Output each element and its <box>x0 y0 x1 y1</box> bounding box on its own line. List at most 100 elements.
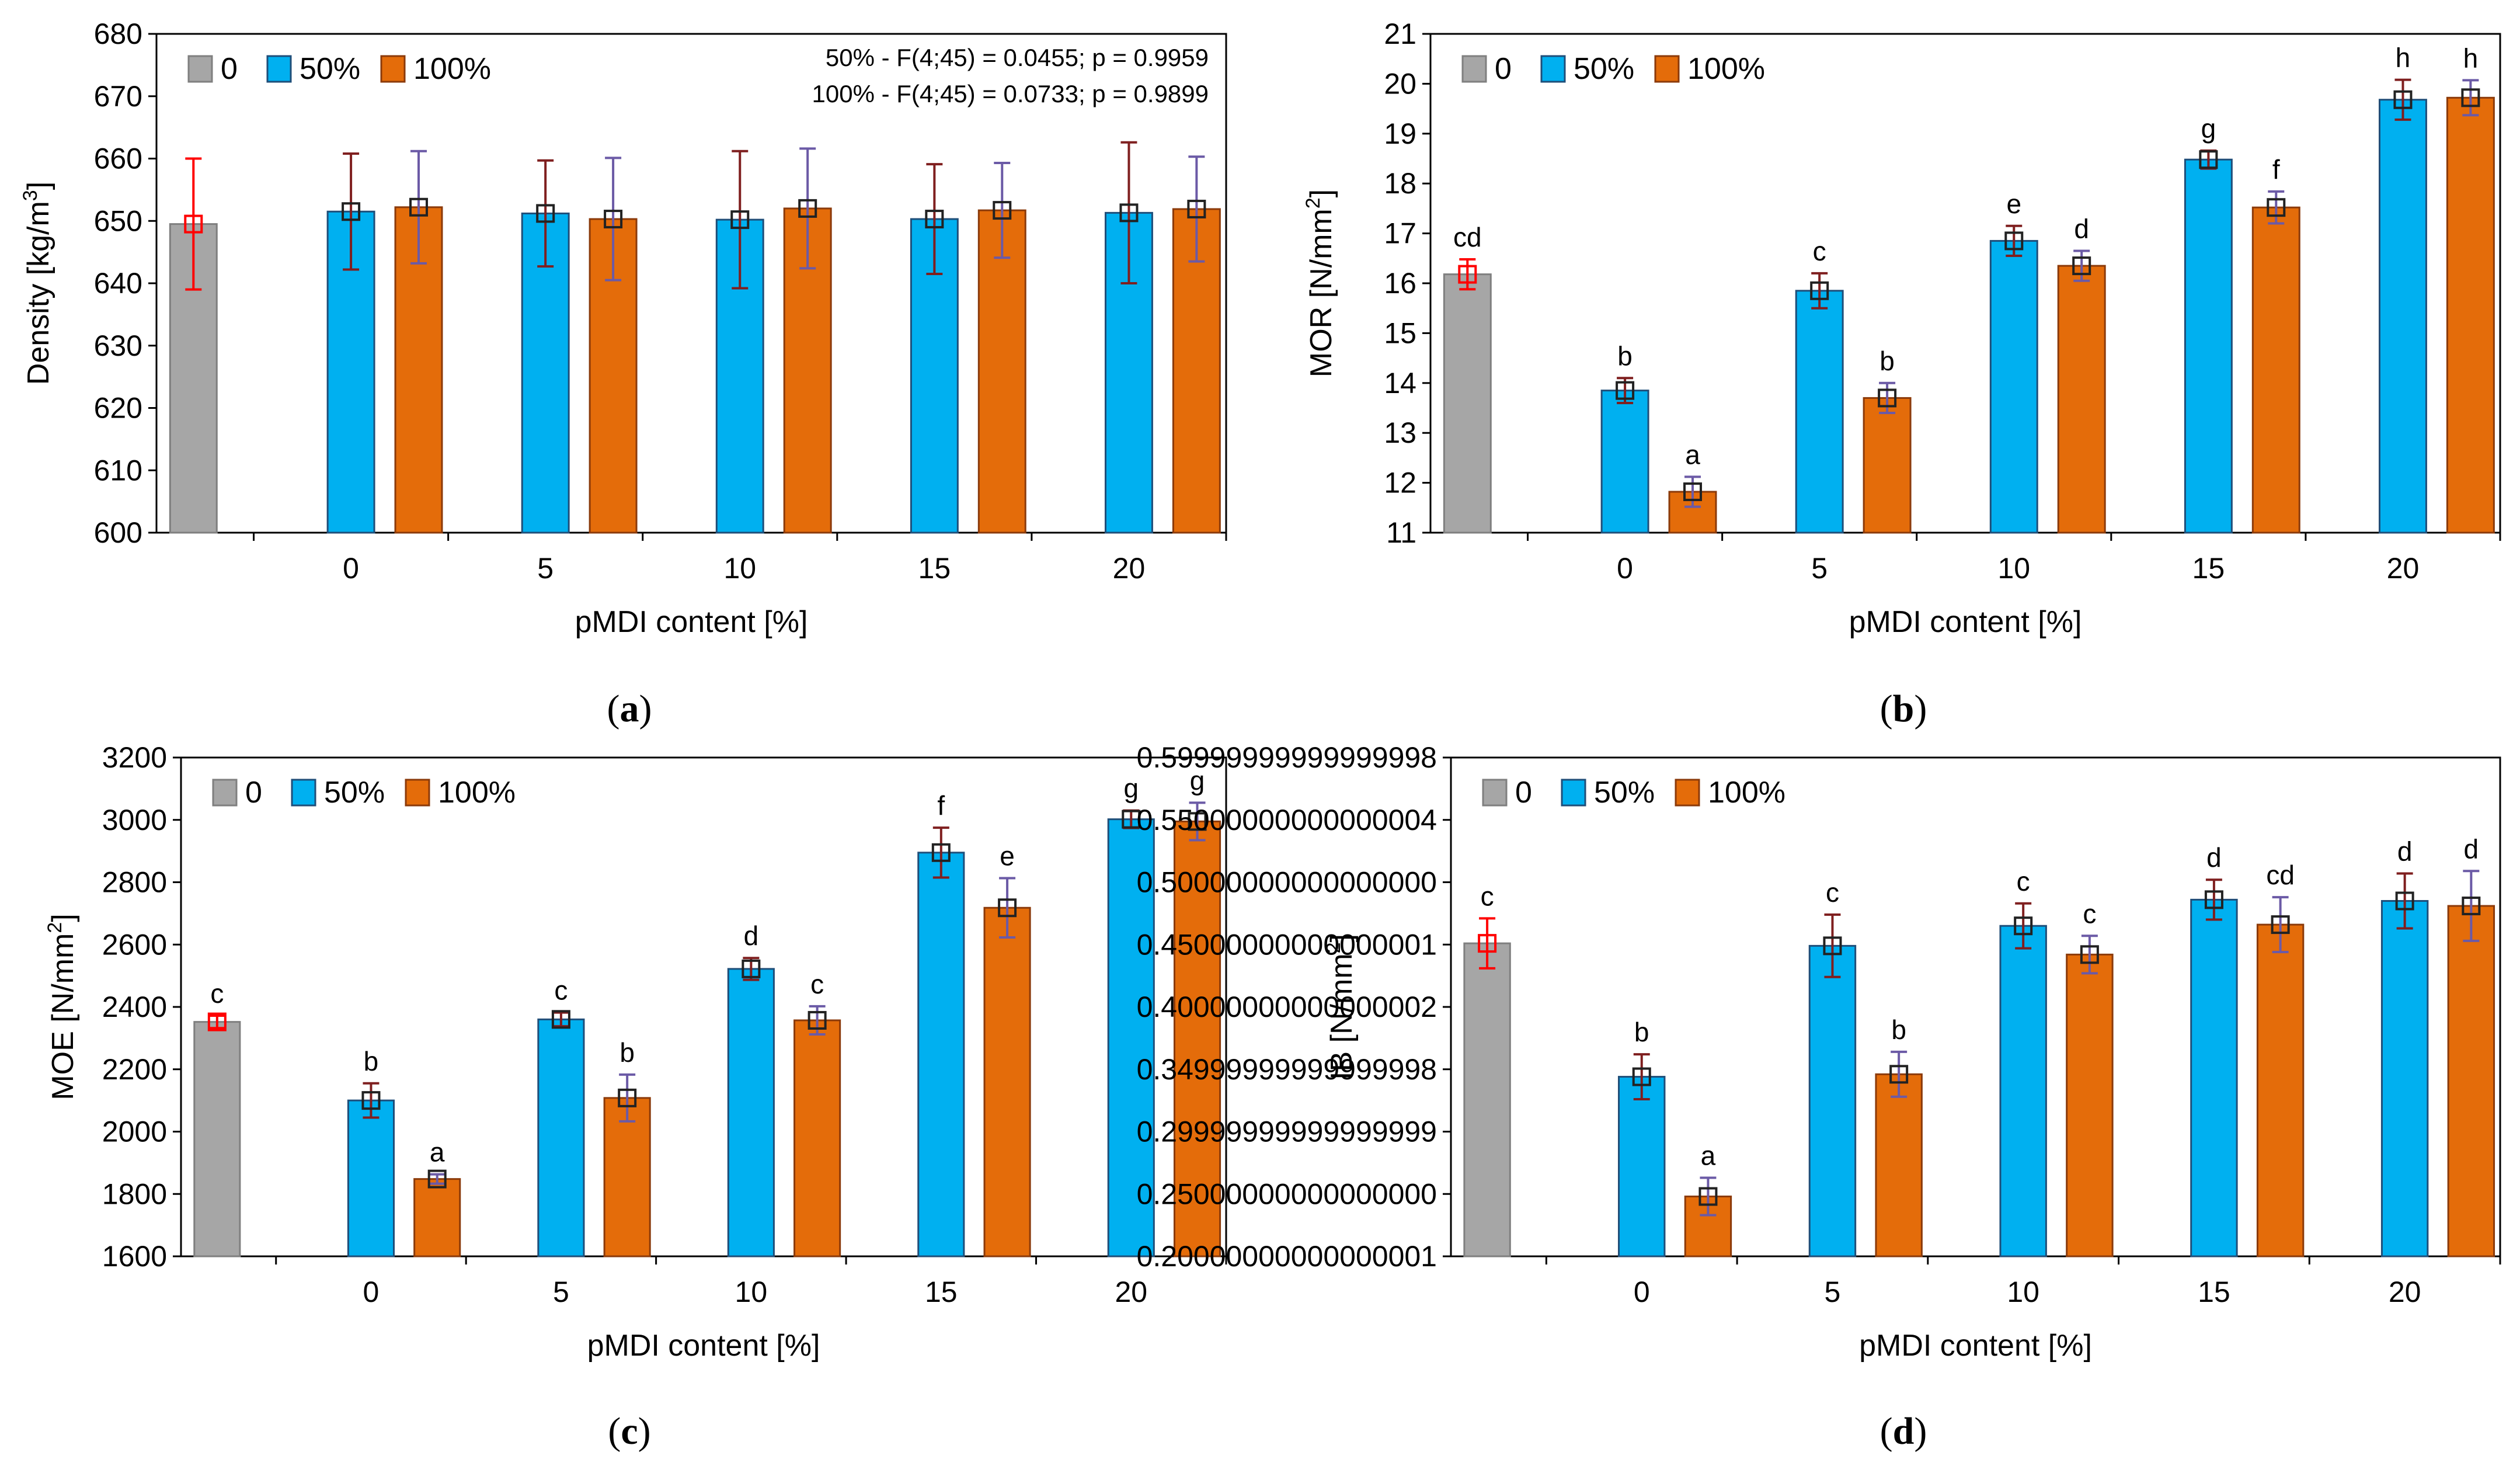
series-50-cat-0-bar <box>347 1099 395 1257</box>
control-significance-label: c <box>1481 881 1494 911</box>
y-axis-label-main: MOR [N/mm <box>1304 209 1338 377</box>
panel-caption: (a) <box>607 687 652 730</box>
y-tick-label: 2000 <box>102 1116 167 1148</box>
x-tick-label: 15 <box>925 1276 958 1308</box>
series-50-cat-0-significance-label: b <box>1634 1017 1649 1047</box>
series-100-cat-20-bar <box>2446 96 2495 534</box>
legend-label-0: 0 <box>245 776 262 810</box>
series-100-cat-15-mean-marker <box>998 898 1017 918</box>
y-axis-label-main: Density [kg/m <box>22 201 55 385</box>
series-100-cat-10-bar <box>2066 953 2114 1257</box>
series-50-cat-5-significance-label: c <box>554 975 568 1006</box>
caption-letter: b <box>1893 687 1915 730</box>
legend-swatch-1 <box>266 55 292 83</box>
caption-close: ) <box>1914 1410 1927 1453</box>
caption-letter: c <box>621 1410 638 1453</box>
x-tick-label: 20 <box>2387 552 2420 585</box>
legend-swatch-2 <box>380 55 406 83</box>
series-50-cat-15-bar <box>2184 158 2233 534</box>
series-50-cat-15-mean-marker <box>2199 150 2218 169</box>
series-100-cat-0-mean-marker <box>427 1169 447 1189</box>
series-50-cat-10-significance-label: d <box>744 920 759 951</box>
legend-label-2: 100% <box>413 52 491 86</box>
y-tick-label: 0.25000000000000000 <box>1137 1177 1437 1210</box>
x-tick-label: 5 <box>553 1276 569 1308</box>
control-bar <box>193 1021 241 1257</box>
series-100-cat-0-significance-label: a <box>430 1137 445 1168</box>
series-50-cat-15-bar <box>917 852 965 1257</box>
x-tick-label: 10 <box>2007 1276 2039 1308</box>
y-tick-label: 0.29999999999999999 <box>1137 1116 1437 1148</box>
control-mean-marker <box>1458 265 1477 284</box>
x-tick-label: 15 <box>918 552 951 585</box>
series-50-cat-10-mean-marker <box>2004 231 2024 251</box>
series-100-cat-10-mean-marker <box>798 199 817 218</box>
chart-a: 600 610 620 630 640 650 660 670 680 0 5 10 15 20 0 50% 1… <box>19 18 1227 730</box>
legend-swatch-2 <box>1675 779 1700 807</box>
y-axis-label: Density [kg/m3] <box>19 182 55 385</box>
y-tick-label: 0.20000000000000001 <box>1137 1240 1437 1273</box>
y-axis-label-superscript: 2 <box>44 922 66 933</box>
series-50-cat-20-bar <box>1107 818 1155 1257</box>
y-tick-label: 11 <box>1386 516 1416 549</box>
y-tick-label: 17 <box>1384 217 1416 250</box>
x-tick-label: 0 <box>1617 552 1633 585</box>
legend-label-0: 0 <box>1515 776 1532 810</box>
series-50-cat-15-mean-marker <box>931 843 951 862</box>
series-100-cat-0-mean-marker <box>1698 1187 1718 1206</box>
y-tick-label: 18 <box>1384 167 1416 200</box>
series-50-cat-10-bar <box>1999 925 2047 1257</box>
x-tick-label: 0 <box>1634 1276 1650 1308</box>
legend-label-0: 0 <box>1495 52 1512 86</box>
y-tick-label: 12 <box>1384 467 1416 499</box>
series-50-cat-0-significance-label: b <box>364 1046 379 1076</box>
series-100-cat-15-bar <box>977 209 1026 534</box>
caption-open: ( <box>607 687 620 730</box>
x-tick-label: 10 <box>1997 552 2030 585</box>
caption-open: ( <box>1880 1410 1893 1453</box>
y-tick-label: 680 <box>94 18 142 50</box>
series-50-cat-15-significance-label: f <box>937 790 945 821</box>
legend: 0 50% 100% <box>1482 776 1785 810</box>
y-tick-label: 14 <box>1384 367 1416 399</box>
series-100-cat-15-significance-label: e <box>1000 841 1015 871</box>
y-axis-label-tail: ] <box>1304 189 1338 197</box>
series-100-cat-0-significance-label: a <box>1685 439 1700 470</box>
series-50-cat-0-significance-label: b <box>1617 341 1633 371</box>
series-50-cat-20-mean-marker <box>1122 810 1141 829</box>
series-100-cat-10-bar <box>793 1019 841 1257</box>
legend: 0 50% 100% <box>212 776 516 810</box>
series-50-cat-0-mean-marker <box>342 202 361 221</box>
plot-area <box>180 756 1227 1257</box>
plot-area <box>1450 756 2501 1257</box>
series-50-cat-15-significance-label: g <box>2201 113 2216 144</box>
legend: 0 50% 100% <box>1461 52 1765 86</box>
series-100-cat-0-mean-marker <box>409 197 429 217</box>
series-100-cat-5-mean-marker <box>618 1088 637 1107</box>
series-50-cat-20-significance-label: h <box>2396 43 2411 73</box>
y-axis-label: IB [N/mm2] <box>1322 934 1359 1080</box>
y-axis-label-superscript: 2 <box>1322 942 1345 953</box>
x-tick-label: 15 <box>2192 552 2225 585</box>
series-100-cat-20-mean-marker <box>1188 812 1207 831</box>
y-axis-label: MOE [N/mm2] <box>44 913 80 1100</box>
control-significance-label: c <box>210 978 224 1009</box>
series-50-cat-10-significance-label: c <box>2017 866 2030 897</box>
series-100-cat-20-mean-marker <box>1187 199 1206 218</box>
series-50-cat-20-mean-marker <box>2393 90 2413 109</box>
panel-caption: (d) <box>1880 1410 1927 1453</box>
y-axis-label-tail: ] <box>1325 934 1359 942</box>
legend-label-1: 50% <box>300 52 360 86</box>
legend-label-1: 50% <box>1594 776 1655 810</box>
control-mean-marker <box>207 1012 227 1031</box>
y-axis-label-superscript: 3 <box>19 190 41 201</box>
x-axis-label: pMDI content [%] <box>587 1329 820 1363</box>
series-50-cat-15-mean-marker <box>925 210 944 229</box>
series-100-cat-20-significance-label: h <box>2463 43 2479 73</box>
y-tick-label: 0.59999999999999998 <box>1137 741 1437 774</box>
series-50-cat-20-mean-marker <box>1119 203 1139 223</box>
legend-label-1: 50% <box>324 776 385 810</box>
y-tick-label: 0.55000000000000004 <box>1137 804 1437 836</box>
series-100-cat-10-mean-marker <box>2072 256 2091 276</box>
